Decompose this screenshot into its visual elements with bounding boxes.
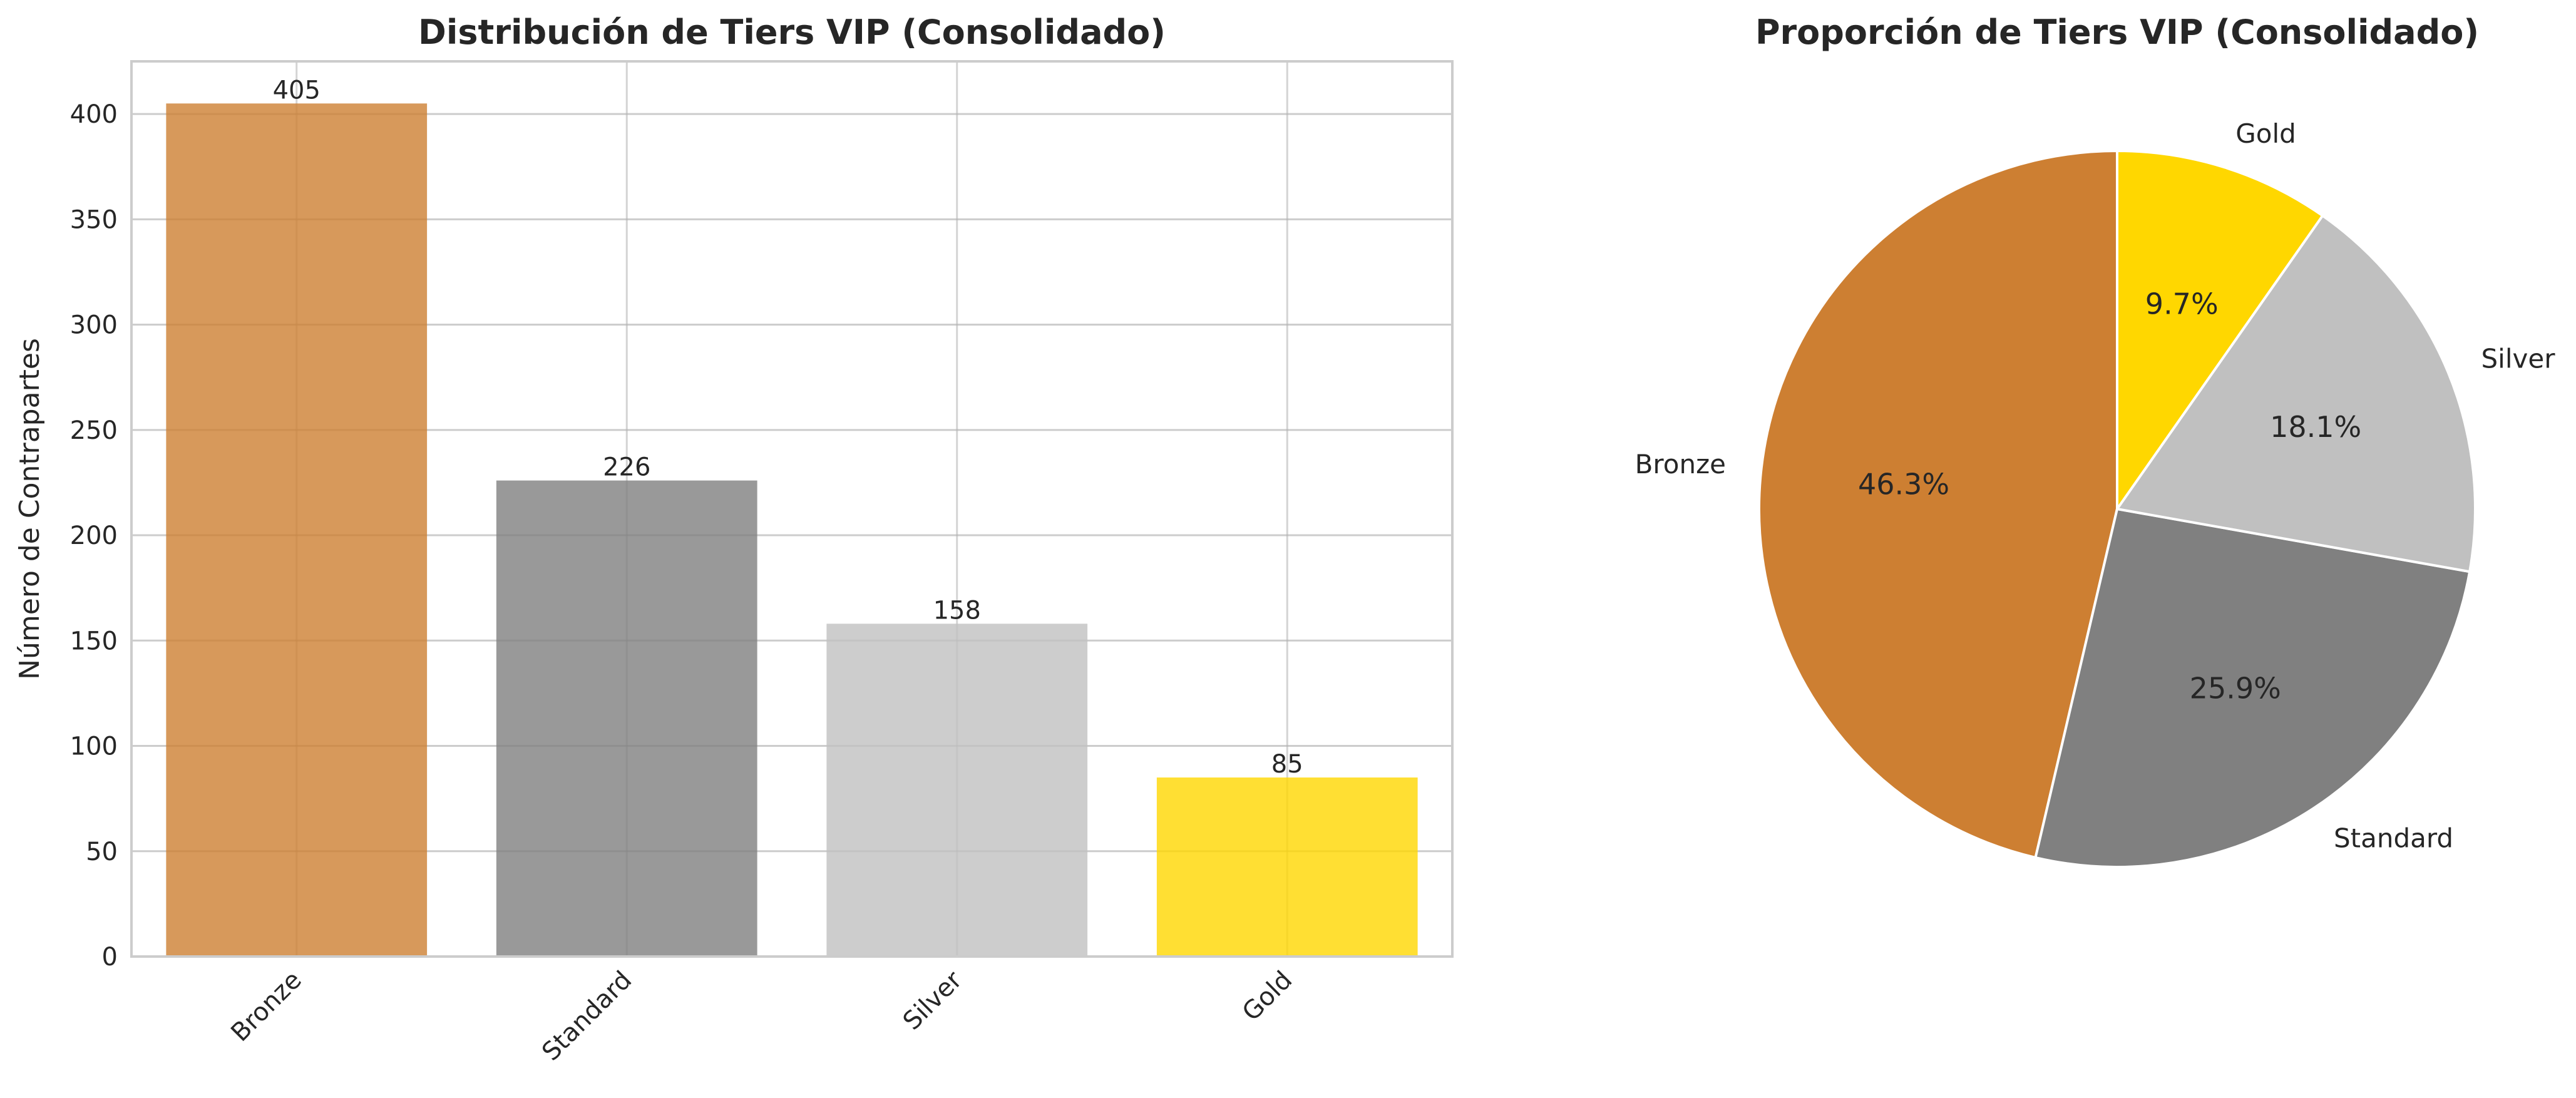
data-label-bronze: 405 [273, 76, 321, 105]
y-tick-label: 150 [70, 627, 118, 655]
pie-label-silver: Silver [2481, 344, 2556, 374]
bar-gold [1156, 777, 1418, 957]
pie-chart: Proporción de Tiers VIP (Consolidado) Br… [1635, 13, 2556, 868]
pie-chart-title: Proporción de Tiers VIP (Consolidado) [1755, 13, 2479, 52]
bar-chart-frame [130, 60, 1454, 958]
y-tick-label: 200 [70, 521, 118, 550]
pie-pct-standard: 25.9% [2190, 672, 2281, 705]
bar-chart-ylabel: Número de Contrapartes [14, 338, 46, 680]
x-tick-label-silver: Silver [898, 965, 968, 1035]
pie-pct-bronze: 46.3% [1858, 468, 1949, 501]
pie-chart-slices [1758, 150, 2476, 868]
pie-slice-gold [2116, 150, 2324, 510]
bar-chart-title: Distribución de Tiers VIP (Consolidado) [418, 13, 1166, 52]
y-tick-label: 100 [70, 732, 118, 761]
y-tick-label: 350 [70, 205, 118, 234]
data-label-gold: 85 [1271, 750, 1303, 779]
y-tick-label: 300 [70, 311, 118, 340]
bar-chart-data-labels: 405 226 158 85 [273, 76, 1303, 779]
y-tick-label: 400 [70, 100, 118, 129]
pie-chart-labels: Bronze 46.3% Standard 25.9% Silver 18.1% Gold 9… [1635, 118, 2556, 854]
x-tick-label-bronze: Bronze [225, 966, 307, 1047]
bar-chart-bars [166, 103, 1418, 957]
y-tick-label: 50 [86, 838, 118, 866]
bar-bronze [166, 103, 428, 957]
bar-chart: Distribución de Tiers VIP (Consolidado) … [14, 13, 1454, 1067]
pie-label-standard: Standard [2334, 823, 2453, 854]
x-tick-label-standard: Standard [536, 966, 637, 1067]
pie-pct-gold: 9.7% [2145, 287, 2219, 321]
bar-standard [496, 480, 757, 957]
bar-silver [826, 623, 1088, 957]
pie-pct-silver: 18.1% [2270, 410, 2361, 444]
pie-slice-standard [2034, 508, 2471, 868]
pie-slice-silver [2116, 214, 2476, 573]
pie-label-gold: Gold [2235, 118, 2296, 149]
data-label-standard: 226 [603, 453, 650, 482]
pie-slice-bronze [1758, 150, 2118, 859]
data-label-silver: 158 [933, 596, 981, 625]
y-tick-label: 250 [70, 416, 118, 445]
y-tick-label: 0 [102, 943, 118, 972]
x-tick-label-gold: Gold [1237, 966, 1298, 1027]
pie-label-bronze: Bronze [1635, 449, 1726, 480]
